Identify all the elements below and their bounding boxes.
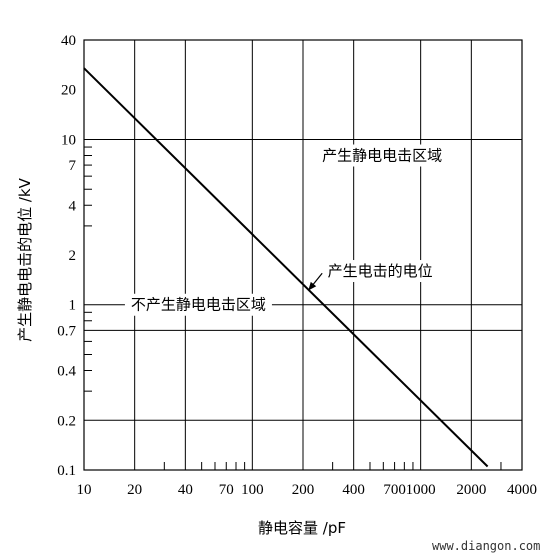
y-tick-label: 2 <box>69 248 77 264</box>
y-tick-label: 10 <box>61 132 76 148</box>
x-tick-label: 10 <box>77 482 92 498</box>
annotation-label: 不产生静电电击区域 <box>131 296 266 314</box>
annotation-background <box>316 144 449 167</box>
grid-lines <box>83 39 523 471</box>
x-axis-title: 静电容量 /pF <box>258 519 346 537</box>
y-tick-label: 0.1 <box>57 463 76 479</box>
y-tick-label: 20 <box>61 83 76 99</box>
x-tick-label: 700 <box>383 482 406 498</box>
plot-frame <box>83 39 523 471</box>
y-tick-label: 7 <box>69 158 77 174</box>
x-tick-label: 200 <box>292 482 315 498</box>
y-tick-label: 4 <box>69 198 77 214</box>
x-tick-label: 100 <box>241 482 264 498</box>
y-tick-label: 0.2 <box>57 413 76 429</box>
annotation-background <box>124 293 272 316</box>
y-tick-label: 0.7 <box>57 323 76 339</box>
annotation-label: 产生静电电击区域 <box>322 147 442 165</box>
minor-ticks <box>84 146 502 470</box>
y-tick-label: 1 <box>69 298 77 314</box>
x-tick-label: 1000 <box>406 482 436 498</box>
y-tick-label: 0.4 <box>57 364 76 380</box>
x-tick-label: 70 <box>219 482 234 498</box>
y-tick-label: 40 <box>61 33 76 49</box>
x-tick-label: 4000 <box>507 482 537 498</box>
series-layer <box>83 67 489 468</box>
annotation-background <box>321 260 439 283</box>
series-line <box>83 67 489 468</box>
x-tick-label: 40 <box>178 482 193 498</box>
x-tick-labels: 10 20 40 70 100 200 400 700 1000 2000 4000 <box>77 482 538 498</box>
x-tick-label: 20 <box>127 482 142 498</box>
y-axis-title: 产生静电电击的电位 /kV <box>16 177 34 342</box>
watermark-text: www.diangon.com <box>432 539 540 553</box>
annotation-arrowhead <box>308 281 317 291</box>
x-tick-label: 400 <box>342 482 365 498</box>
y-tick-labels: 40 20 10 7 4 2 1 0.7 0.4 0.2 0.1 <box>57 33 76 479</box>
x-tick-label: 2000 <box>456 482 486 498</box>
annotation-label: 产生电击的电位 <box>328 262 433 280</box>
